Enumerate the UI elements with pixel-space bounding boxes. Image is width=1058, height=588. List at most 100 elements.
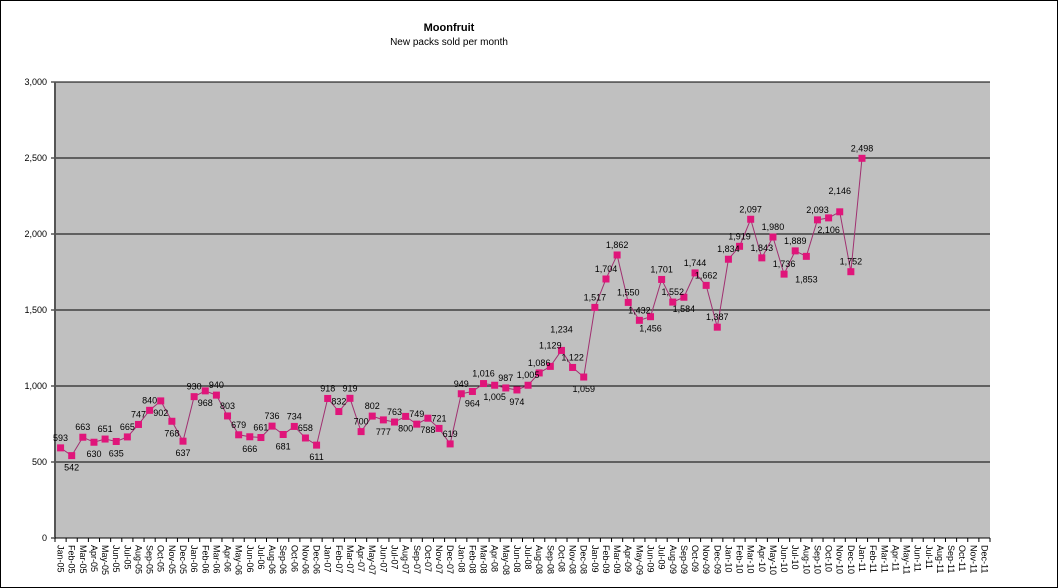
data-label: 2,093	[806, 205, 829, 215]
x-tick-label: May-06	[234, 545, 244, 575]
data-point	[324, 394, 332, 402]
data-label: 542	[64, 463, 79, 473]
data-label: 840	[142, 395, 157, 405]
data-label: 681	[276, 441, 291, 451]
x-tick-label: Feb-05	[67, 545, 77, 574]
y-tick-label: 3,000	[24, 77, 47, 87]
data-point	[791, 247, 799, 255]
x-tick-label: Jun-10	[779, 545, 789, 573]
y-tick-label: 1,500	[24, 305, 47, 315]
data-point	[235, 431, 243, 439]
data-label: 2,498	[851, 143, 874, 153]
data-point	[57, 444, 65, 452]
data-label: 679	[231, 420, 246, 430]
data-point	[301, 434, 309, 442]
x-tick-label: May-08	[501, 545, 511, 575]
x-tick-label: Feb-06	[200, 545, 210, 574]
x-tick-label: Sep-05	[145, 545, 155, 574]
data-label: 1,843	[751, 243, 774, 253]
data-label: 1,016	[472, 369, 495, 379]
data-label: 832	[331, 397, 346, 407]
data-label: 1,584	[673, 304, 696, 314]
x-tick-label: Feb-08	[467, 545, 477, 574]
data-label: 749	[409, 409, 424, 419]
x-tick-label: Aug-08	[534, 545, 544, 574]
data-point	[201, 387, 209, 395]
data-point	[457, 390, 465, 398]
x-tick-label: Oct-08	[556, 545, 566, 572]
x-tick-label: Nov-08	[568, 545, 578, 574]
data-label: 1,129	[539, 340, 562, 350]
data-label: 1,552	[662, 287, 685, 297]
data-label: 1,919	[728, 231, 751, 241]
data-label: 651	[98, 424, 113, 434]
data-point	[546, 362, 554, 370]
x-tick-label: May-11	[902, 545, 912, 574]
x-tick-label: Nov-10	[835, 545, 845, 574]
data-point	[802, 252, 810, 260]
data-label: 1,701	[650, 264, 673, 274]
data-point	[146, 406, 154, 414]
data-label: 1,005	[517, 370, 540, 380]
y-tick-label: 2,000	[24, 229, 47, 239]
data-label: 1,432	[628, 305, 651, 315]
data-label: 630	[86, 449, 101, 459]
data-point	[68, 452, 76, 460]
chart-title: Moonfruit	[424, 22, 475, 34]
data-label: 1,889	[784, 236, 807, 246]
x-tick-label: Mar-10	[746, 545, 756, 574]
x-tick-label: Feb-07	[334, 545, 344, 574]
data-label: 919	[342, 383, 357, 393]
data-point	[591, 303, 599, 311]
x-tick-label: Jun-08	[512, 545, 522, 573]
data-point	[535, 369, 543, 377]
y-tick-label: 2,500	[24, 153, 47, 163]
x-tick-label: Apr-09	[623, 545, 633, 572]
x-tick-label: Dec-06	[312, 545, 322, 574]
data-label: 665	[120, 422, 135, 432]
data-label: 1,662	[695, 270, 718, 280]
x-tick-label: Jul-07	[389, 545, 399, 570]
x-tick-label: Dec-10	[846, 545, 856, 574]
data-point	[680, 293, 688, 301]
data-label: 611	[309, 452, 323, 462]
x-tick-label: Jan-05	[56, 545, 66, 573]
x-tick-label: Feb-09	[601, 545, 611, 574]
x-tick-label: Oct-09	[690, 545, 700, 572]
x-tick-label: Jan-08	[456, 545, 466, 573]
x-tick-label: May-07	[367, 545, 377, 575]
x-tick-label: Apr-06	[223, 545, 233, 572]
data-label: 661	[253, 423, 268, 433]
data-point	[446, 440, 454, 448]
x-tick-label: Apr-10	[757, 545, 767, 572]
x-tick-label: Jul-08	[523, 545, 533, 570]
x-tick-label: Aug-10	[801, 545, 811, 574]
x-tick-label: May-09	[634, 545, 644, 575]
data-point	[602, 275, 610, 283]
x-tick-label: Oct-11	[957, 545, 967, 571]
data-point	[190, 393, 198, 401]
data-label: 734	[287, 411, 302, 421]
x-tick-label: Oct-07	[423, 545, 433, 572]
x-tick-label: Nov-11	[968, 545, 978, 573]
x-tick-label: Jan-09	[590, 545, 600, 573]
data-label: 1,704	[595, 264, 618, 274]
x-tick-label: Jan-06	[189, 545, 199, 573]
data-point	[435, 424, 443, 432]
data-point	[647, 313, 655, 321]
data-label: 788	[420, 425, 435, 435]
data-point	[847, 268, 855, 276]
data-label: 949	[454, 379, 469, 389]
data-point	[813, 216, 821, 224]
data-label: 1,059	[572, 384, 595, 394]
x-tick-label: Aug-06	[267, 545, 277, 574]
data-point	[769, 233, 777, 241]
x-tick-label: May-10	[768, 545, 778, 575]
data-label: 930	[187, 382, 202, 392]
data-point	[90, 438, 98, 446]
data-label: 1,550	[617, 287, 640, 297]
data-label: 663	[75, 422, 90, 432]
data-point	[402, 412, 410, 420]
data-label: 1,736	[773, 259, 796, 269]
